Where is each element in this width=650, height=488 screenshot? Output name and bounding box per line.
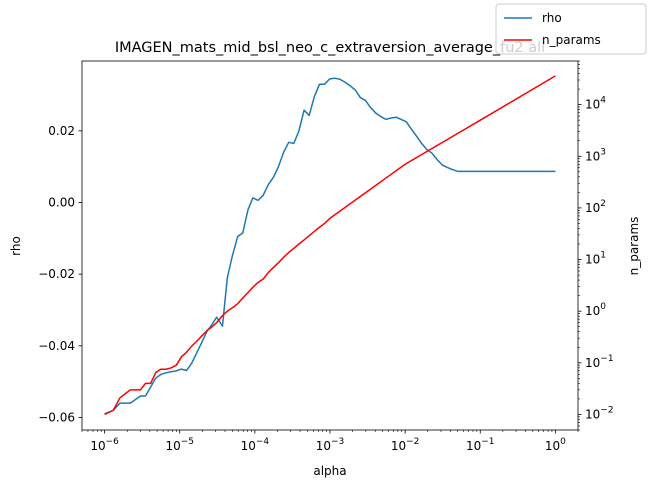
x-tick-label: 10−3 [316, 437, 345, 453]
y-tick-label: 0.02 [48, 124, 75, 138]
x-tick-label: 10−5 [165, 437, 194, 453]
y2-axis-label: n_params [627, 217, 641, 276]
axes: 10−6 10−5 10−4 10−3 10−2 10−1 100 −0.06 −0.04 −0.… [38, 60, 614, 453]
chart-title: IMAGEN_mats_mid_bsl_neo_c_extraversion_a… [115, 40, 545, 56]
y2-tick-label: 102 [585, 199, 606, 215]
legend: rho n_params [495, 3, 647, 55]
x-tick-label: 10−6 [90, 437, 119, 453]
series-line-rho [104, 77, 556, 415]
series-line-n-params [104, 75, 556, 416]
y2-tick-label: 104 [585, 96, 606, 112]
x-axis-label: alpha [313, 464, 346, 478]
x-tick-label: 100 [545, 437, 566, 453]
y-axis-label: rho [9, 236, 23, 256]
y2-tick-label: 101 [585, 251, 606, 267]
y2-tick-label: 10−1 [585, 354, 614, 370]
y2-tick-label: 103 [585, 147, 606, 163]
legend-frame [495, 3, 647, 55]
plot-area [104, 75, 556, 416]
y2-tick-label: 10−2 [585, 405, 614, 421]
x-tick-label: 10−4 [241, 437, 270, 453]
x-tick-label: 10−1 [466, 437, 495, 453]
y-tick-label: −0.06 [38, 410, 75, 424]
y-tick-label: −0.04 [38, 339, 75, 353]
legend-label-n-params: n_params [542, 33, 601, 47]
legend-label-rho: rho [542, 11, 562, 25]
y-tick-label: −0.02 [38, 267, 75, 281]
x-tick-label: 10−2 [391, 437, 420, 453]
y-tick-label: 0.00 [48, 196, 75, 210]
axes-frame [81, 60, 579, 431]
y2-tick-label: 100 [585, 302, 606, 318]
